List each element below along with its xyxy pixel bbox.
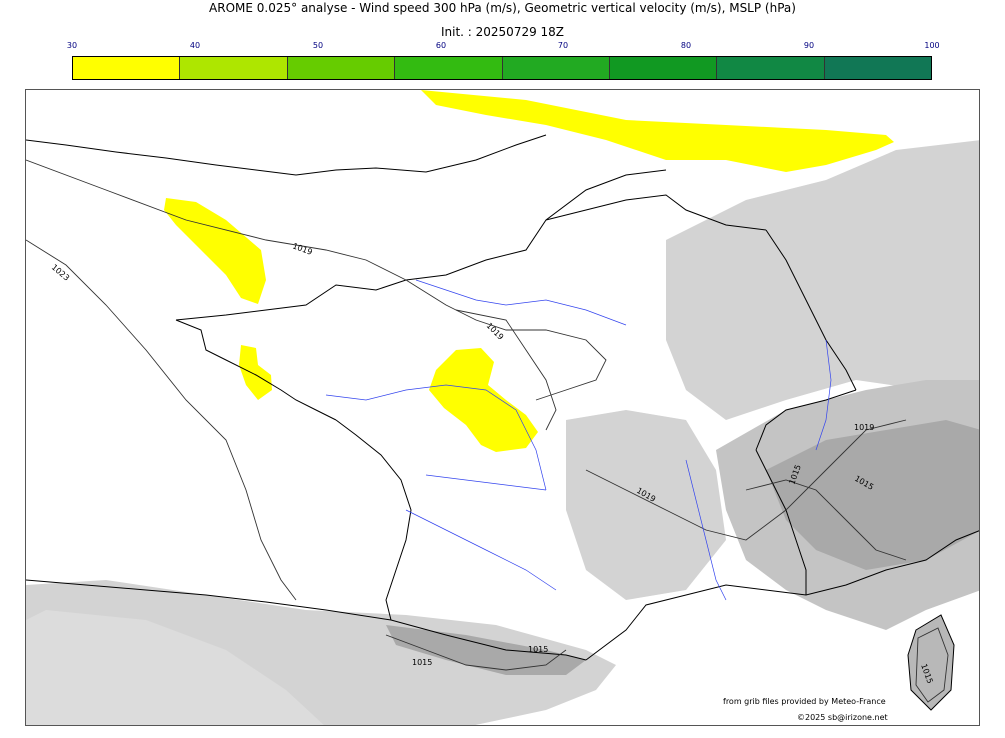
colorbar-tick: 70 xyxy=(557,41,569,50)
terrain-corsica xyxy=(908,615,954,710)
border-germany xyxy=(765,229,857,391)
colorbar-tick: 50 xyxy=(312,41,324,50)
terrain-pyrenees-high xyxy=(386,625,586,675)
colorbar xyxy=(72,56,932,80)
isobar-label: 1015 xyxy=(528,645,548,654)
colorbar-segment xyxy=(287,57,396,79)
colorbar-tick: 40 xyxy=(189,41,201,50)
river-loire xyxy=(325,384,547,491)
isobar-label: 1019 xyxy=(291,241,313,256)
border-belgium xyxy=(545,194,767,231)
coast-spain-north xyxy=(26,579,392,621)
isobar-1015-alps xyxy=(745,479,907,561)
wind-speed-areas xyxy=(164,90,894,452)
river-seine xyxy=(415,279,627,326)
rivers xyxy=(325,279,832,601)
terrain-northeast xyxy=(666,140,979,420)
border-italy xyxy=(755,449,807,595)
isobar-label: 1019 xyxy=(485,321,506,342)
border-spain xyxy=(390,619,587,661)
coast-brittany xyxy=(175,319,337,421)
init-time: Init. : 20250729 18Z xyxy=(440,25,565,39)
terrain-shading xyxy=(26,140,979,725)
coast-biscay xyxy=(335,419,412,621)
colorbar-tick: 60 xyxy=(435,41,447,50)
isobars xyxy=(26,159,949,703)
colorbar-tick: 90 xyxy=(803,41,815,50)
terrain-massif-central xyxy=(566,410,726,600)
river-dordogne xyxy=(425,474,547,491)
terrain-alps-high xyxy=(766,420,979,570)
river-rhone xyxy=(685,459,727,601)
terrain-spain xyxy=(26,610,324,725)
isobar-1019-east xyxy=(585,419,907,541)
colorbar-segment xyxy=(73,57,181,79)
colorbar-tick: 80 xyxy=(680,41,692,50)
data-credit: from grib files provided by Meteo-France xyxy=(723,697,886,706)
jet-center xyxy=(429,348,538,452)
isobar-label: 1019 xyxy=(854,423,874,432)
colorbar-segment xyxy=(609,57,718,79)
river-garonne xyxy=(405,509,557,591)
isobar-label: 1015 xyxy=(412,658,432,667)
isobar-label: 1023 xyxy=(50,263,71,283)
colorbar-segment xyxy=(180,57,288,79)
colorbar-tick: 100 xyxy=(924,41,940,50)
coast-channel-france xyxy=(175,169,667,321)
coast-mediterranean xyxy=(585,530,979,661)
isobar-1015-corsica xyxy=(915,627,949,703)
coast-uk-south xyxy=(26,134,547,176)
chart-title: AROME 0.025° analyse - Wind speed 300 hP… xyxy=(209,1,796,15)
coastlines xyxy=(26,134,979,711)
isobar-1015-pyrenees xyxy=(385,634,567,671)
border-switzerland xyxy=(755,389,857,451)
jet-vendee xyxy=(239,345,272,400)
colorbar-segment xyxy=(502,57,610,79)
jet-north xyxy=(421,90,894,172)
colorbar-segment xyxy=(824,57,931,79)
isobar-1019-center xyxy=(455,309,557,431)
coast-corsica xyxy=(907,614,955,711)
map-canvas: 1019 1023 1019 1019 1019 1015 1015 1015 … xyxy=(26,90,979,725)
river-rhine xyxy=(815,339,832,451)
isobar-1019-north xyxy=(26,159,607,401)
copyright: ©2025 sb@irizone.net xyxy=(797,713,888,722)
isobar-1023 xyxy=(26,239,297,601)
colorbar-tick: 30 xyxy=(66,41,78,50)
colorbar-segment xyxy=(395,57,503,79)
jet-brittany-north xyxy=(164,198,266,304)
colorbar-segment xyxy=(717,57,825,79)
weather-map: 1019 1023 1019 1019 1019 1015 1015 1015 … xyxy=(25,89,980,726)
